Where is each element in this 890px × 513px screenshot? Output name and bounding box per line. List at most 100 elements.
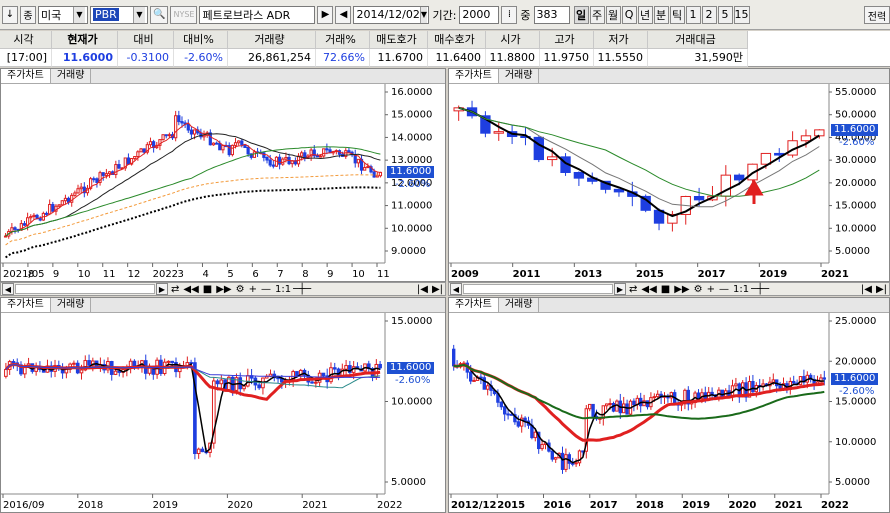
scroll-left-icon[interactable]: ◀ <box>450 283 462 295</box>
scroll-right-icon[interactable]: ▶ <box>614 283 626 295</box>
search-icon[interactable]: 🔍 <box>150 5 169 24</box>
candle-body <box>819 377 823 383</box>
y-tick-label: 11.0000 <box>391 201 432 212</box>
period-tab[interactable]: 틱 <box>669 5 685 24</box>
x-tick-label: 2018 <box>78 500 103 511</box>
tab-price-chart[interactable]: 주가차트 <box>1 298 51 312</box>
period-tab[interactable]: 2 <box>701 5 717 24</box>
period-input[interactable]: 2000 <box>459 5 500 24</box>
x-tick-label: 2021 <box>775 500 803 511</box>
price-chart-svg[interactable]: 55.0000 50.0000 40.0000 30.0000 20.0000 15.00… <box>449 84 889 281</box>
candle-body <box>809 374 813 380</box>
scrollbar-left[interactable]: ◀ ▶ ⇄ ◀◀ ■ ▶▶ ⚙ + — 1:1 ─┼─ |◀ ▶| <box>0 282 446 296</box>
right-menu-button[interactable]: 전력 <box>864 6 890 24</box>
tab-price-chart[interactable]: 주가차트 <box>449 69 499 83</box>
candle-body <box>192 129 197 135</box>
forward-icon[interactable]: ▶▶ <box>674 283 690 295</box>
zoom-label[interactable]: 1:1 <box>274 283 292 295</box>
price-chart-svg[interactable]: 25.0000 20.0000 15.0000 10.0000 5.0000 2012/1… <box>449 313 889 512</box>
rewind-icon[interactable]: ◀◀ <box>183 283 199 295</box>
candle-body <box>499 401 503 408</box>
candle-body <box>800 135 812 142</box>
period-tab[interactable]: 분 <box>653 5 669 24</box>
arrow-down-button[interactable]: ↓ <box>2 5 18 24</box>
period-tab[interactable]: Q <box>621 5 637 24</box>
grid-icon[interactable]: ⁞ <box>501 5 518 24</box>
tab-price-chart[interactable]: 주가차트 <box>449 298 499 312</box>
moving-average-line <box>5 186 381 259</box>
scroll-track[interactable] <box>463 284 613 294</box>
scroll-left-icon[interactable]: ◀ <box>2 283 14 295</box>
scroll-right-icon[interactable]: ▶ <box>156 283 168 295</box>
tab-volume[interactable]: 거래량 <box>50 298 92 312</box>
play-forward-icon[interactable]: ▶ <box>317 5 334 24</box>
market-type-button[interactable]: 종 <box>20 5 36 24</box>
stop-icon[interactable]: ■ <box>202 283 213 295</box>
first-icon[interactable]: |◀ <box>416 283 428 295</box>
candle-body <box>480 115 491 134</box>
scrollbar-right[interactable]: ◀ ▶ ⇄ ◀◀ ■ ▶▶ ⚙ + — 1:1 ─┼─ |◀ ▶| <box>448 282 890 296</box>
settings-icon[interactable]: ⚙ <box>693 283 703 295</box>
zoom-in-icon[interactable]: ⇄ <box>629 283 638 295</box>
period-tab[interactable]: 15 <box>733 5 750 24</box>
candle-body <box>622 403 626 414</box>
x-tick-label: 2022 <box>821 500 849 511</box>
candle-body <box>540 443 544 450</box>
forward-icon[interactable]: ▶▶ <box>216 283 232 295</box>
plus-icon[interactable]: + <box>248 283 257 295</box>
zoom-slider[interactable]: ─┼─ <box>751 283 770 295</box>
minus-icon[interactable]: — <box>260 283 271 295</box>
zoom-slider[interactable]: ─┼─ <box>293 283 312 295</box>
period-tab[interactable]: 년 <box>637 5 653 24</box>
rewind-icon[interactable]: ◀◀ <box>641 283 657 295</box>
candle-body <box>822 377 826 380</box>
stop-icon[interactable]: ■ <box>660 283 671 295</box>
candle-body <box>378 363 382 369</box>
candle-body <box>117 370 122 373</box>
candle-body <box>174 115 178 139</box>
candle-body <box>51 203 55 212</box>
plus-icon[interactable]: + <box>706 283 715 295</box>
scroll-track[interactable] <box>15 284 155 294</box>
period-tab[interactable]: 5 <box>717 5 733 24</box>
y-tick-label: 50.0000 <box>835 110 876 121</box>
play-back-icon[interactable]: ◀ <box>335 5 352 24</box>
candle-body <box>520 417 524 427</box>
last-icon[interactable]: ▶| <box>431 283 443 295</box>
ticker-select[interactable]: PBR ▼ <box>90 5 148 24</box>
zoom-label[interactable]: 1:1 <box>732 283 750 295</box>
period-tab[interactable]: 월 <box>605 5 621 24</box>
settings-icon[interactable]: ⚙ <box>235 283 245 295</box>
market-select[interactable]: 미국 ▼ <box>38 5 88 24</box>
stock-name-field[interactable]: 페트로브라스 ADR <box>199 5 316 24</box>
period-tab[interactable]: 일 <box>573 5 589 24</box>
y-tick-label: 5.0000 <box>835 477 870 488</box>
tab-price-chart[interactable]: 주가차트 <box>1 69 51 83</box>
candle-body <box>208 132 212 146</box>
x-tick-label: 10 <box>352 269 365 280</box>
candle-body <box>356 158 360 164</box>
x-tick-label: 2021 <box>821 269 849 280</box>
minus-icon[interactable]: — <box>718 283 729 295</box>
candle-body <box>92 178 96 181</box>
candle-body <box>113 370 118 375</box>
x-tick-label: 2017 <box>590 500 618 511</box>
period-tab[interactable]: 주 <box>589 5 605 24</box>
tab-volume[interactable]: 거래량 <box>498 298 540 312</box>
price-chart-svg[interactable]: 15.0000 10.0000 5.0000 2016/09 2018 2019 2020 2… <box>1 313 445 512</box>
zoom-in-icon[interactable]: ⇄ <box>171 283 180 295</box>
y-tick-label: 40.0000 <box>835 132 876 143</box>
first-icon[interactable]: |◀ <box>860 283 872 295</box>
count-input[interactable]: 383 <box>533 5 570 24</box>
price-chart-svg[interactable]: 16.0000 15.0000 14.0000 13.0000 12.0000 11.00… <box>1 84 445 281</box>
tab-volume[interactable]: 거래량 <box>498 69 540 83</box>
candle-body <box>493 131 504 134</box>
period-tab[interactable]: 1 <box>685 5 701 24</box>
quote-header-cell: 저가 <box>594 31 648 49</box>
last-icon[interactable]: ▶| <box>875 283 887 295</box>
x-tick-label: 2009 <box>451 269 479 280</box>
nyse-badge[interactable]: NYSE <box>170 5 198 24</box>
date-select[interactable]: 2014/12/02 ▼ <box>353 5 430 24</box>
tab-volume[interactable]: 거래량 <box>50 69 92 83</box>
candle-body <box>11 361 16 364</box>
